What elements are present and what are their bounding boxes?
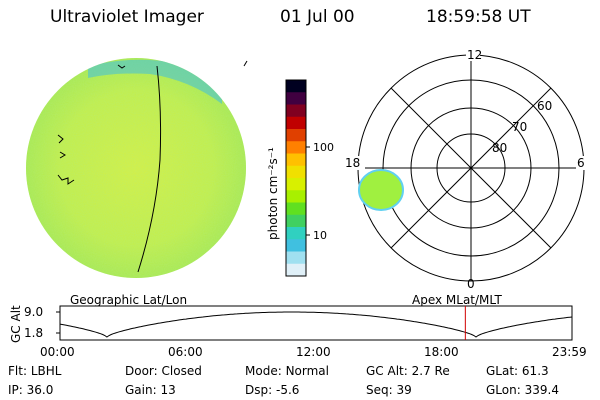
label-bg-12 bbox=[466, 49, 480, 61]
mlt-label-12: 12 bbox=[467, 48, 482, 62]
color-bar-segment bbox=[286, 92, 306, 105]
stray-mark bbox=[243, 60, 248, 67]
aurora-blob bbox=[358, 169, 404, 211]
color-bar-segment bbox=[286, 214, 306, 228]
color-bar-segment bbox=[286, 104, 306, 118]
color-bar-segment bbox=[286, 263, 306, 277]
label-bg-18 bbox=[345, 156, 365, 170]
color-bar-segment bbox=[286, 153, 306, 167]
lat-label-60: 60 bbox=[537, 99, 552, 113]
y-label-low: 1.8 bbox=[24, 326, 43, 340]
color-bar-frame bbox=[285, 79, 307, 277]
polar-plot: 12 18 6 0 60 70 80 bbox=[345, 48, 588, 291]
status-glon: GLon: 339.4 bbox=[486, 383, 559, 397]
status-door: Door: Closed bbox=[125, 364, 202, 378]
polar-diagonal-2 bbox=[390, 87, 552, 249]
apex-label: Apex MLat/MLT bbox=[412, 293, 502, 307]
status-gc-alt: GC Alt: 2.7 Re bbox=[366, 364, 450, 378]
disk-noise bbox=[26, 58, 246, 278]
color-bar-segment bbox=[286, 129, 306, 142]
mlt-label-6: 6 bbox=[577, 156, 585, 170]
timeline-frame bbox=[59, 305, 573, 341]
time-label: 18:59:58 UT bbox=[426, 7, 531, 27]
lat-label-80: 80 bbox=[492, 141, 507, 155]
tick-10-label: 10 bbox=[313, 229, 327, 242]
x-tick-0000: 00:00 bbox=[40, 345, 75, 359]
terminator-line bbox=[137, 65, 162, 273]
color-bar-segment bbox=[286, 251, 306, 265]
status-gain: Gain: 13 bbox=[125, 383, 176, 397]
x-tick-1200: 12:00 bbox=[296, 345, 331, 359]
x-tick-1800: 18:00 bbox=[424, 345, 459, 359]
orbit-timeline: 9.0 1.8 GC Alt 00:00 06:00 12:00 18:00 2… bbox=[9, 305, 587, 359]
color-bar-segment bbox=[286, 239, 306, 252]
status-dsp: Dsp: -5.6 bbox=[245, 383, 300, 397]
geo-label: Geographic Lat/Lon bbox=[70, 293, 187, 307]
app-title: Ultraviolet Imager bbox=[50, 7, 204, 27]
color-bar-segment bbox=[286, 178, 306, 191]
color-bar-segment bbox=[286, 80, 306, 93]
status-mode: Mode: Normal bbox=[245, 364, 329, 378]
label-bg-6 bbox=[576, 156, 588, 170]
x-tick-0600: 06:00 bbox=[168, 345, 203, 359]
color-bar-fill bbox=[286, 80, 306, 277]
status-seq: Seq: 39 bbox=[366, 383, 412, 397]
color-bar-segment bbox=[286, 116, 306, 130]
colorbar-unit-label: photon cm⁻²s⁻¹ bbox=[266, 147, 280, 240]
status-glat: GLat: 61.3 bbox=[486, 364, 549, 378]
color-bar-segment bbox=[286, 190, 306, 203]
status-ip: IP: 36.0 bbox=[8, 383, 54, 397]
status-flt: Flt: LBHL bbox=[8, 364, 62, 378]
lat-label-70: 70 bbox=[512, 120, 527, 134]
tick-100-label: 100 bbox=[313, 141, 334, 154]
mlt-label-0: 0 bbox=[467, 277, 475, 291]
color-bar-segment bbox=[286, 202, 306, 216]
date-label: 01 Jul 00 bbox=[280, 7, 355, 27]
coast-top bbox=[117, 64, 126, 69]
color-bar-segment bbox=[286, 141, 306, 154]
color-bar-segment bbox=[286, 165, 306, 179]
orbit-altitude-curve bbox=[59, 311, 573, 338]
x-tick-2359: 23:59 bbox=[552, 345, 587, 359]
color-bar: 100 10 photon cm⁻²s⁻¹ bbox=[266, 79, 334, 277]
uv-image-disk bbox=[26, 58, 248, 278]
coastline-marks bbox=[57, 134, 75, 185]
timeline-ylabel: GC Alt bbox=[9, 305, 23, 343]
mlt-label-18: 18 bbox=[345, 156, 360, 170]
y-label-high: 9.0 bbox=[24, 305, 43, 319]
color-bar-segment bbox=[286, 227, 306, 240]
